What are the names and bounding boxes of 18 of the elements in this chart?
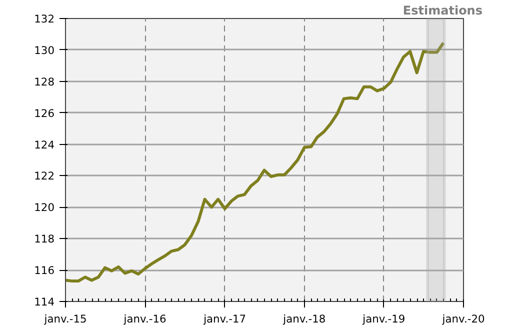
x-tick-label: janv.-18 [282, 312, 326, 326]
y-tick-label: 130 [34, 44, 55, 57]
y-tick-label: 116 [34, 264, 55, 278]
y-tick-label: 122 [34, 170, 55, 183]
x-tick-label: janv.-20 [441, 312, 485, 326]
y-tick-label: 128 [34, 75, 55, 88]
y-tick-label: 120 [34, 201, 55, 214]
x-tick-label: janv.-19 [362, 312, 406, 326]
y-tick-label: 124 [34, 138, 55, 152]
line-series [66, 41, 445, 283]
y-tick-label: 118 [34, 232, 55, 246]
x-tick-label: janv.-16 [122, 312, 167, 326]
x-tick-label: janv.-17 [202, 312, 246, 326]
y-tick-label: 132 [34, 12, 55, 26]
x-tick-label: janv.-15 [43, 312, 87, 326]
y-tick-label: 126 [34, 106, 55, 120]
band-label: Estimations [402, 4, 483, 18]
y-tick-label: 114 [34, 296, 55, 308]
